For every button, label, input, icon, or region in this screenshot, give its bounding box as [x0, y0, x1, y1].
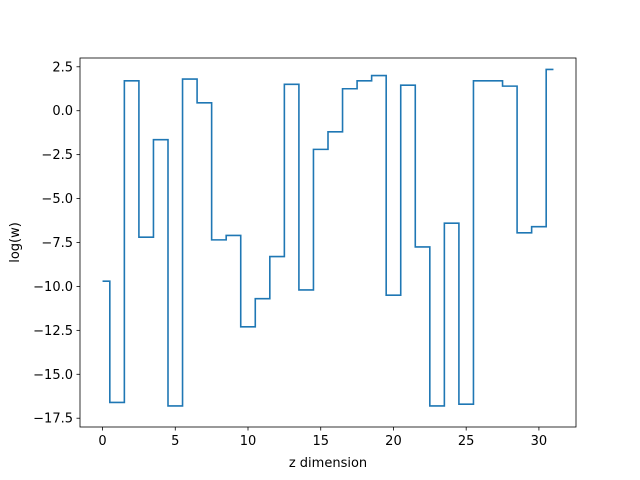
x-tick-label: 0 [98, 434, 106, 449]
x-tick-label: 15 [312, 434, 329, 449]
y-tick-label: −15.0 [33, 368, 73, 383]
series-line [102, 68, 554, 407]
x-tick-label: 10 [240, 434, 257, 449]
y-tick-label: −2.5 [41, 148, 73, 163]
y-tick-label: −10.0 [33, 280, 73, 295]
x-axis-label: z dimension [289, 456, 367, 471]
y-tick-label: −17.5 [33, 412, 73, 427]
x-tick-label: 25 [458, 434, 475, 449]
y-axis-ticks: −17.5 −15.0 −12.5 −10.0 −7.5 −5.0 −2.5 0.0 2.5 [33, 60, 80, 427]
y-tick-label: −5.0 [41, 192, 73, 207]
y-axis-label: log(w) [8, 222, 23, 263]
axes-frame [79, 57, 577, 428]
y-tick-label: −7.5 [41, 236, 73, 251]
x-tick-label: 30 [531, 434, 548, 449]
x-tick-label: 5 [171, 434, 179, 449]
x-tick-label: 20 [385, 434, 402, 449]
x-axis-ticks: 0 5 10 15 20 25 30 [98, 427, 547, 449]
y-tick-label: 2.5 [52, 60, 73, 75]
y-tick-label: 0.0 [52, 104, 73, 119]
plot-area [102, 68, 554, 407]
y-tick-label: −12.5 [33, 324, 73, 339]
